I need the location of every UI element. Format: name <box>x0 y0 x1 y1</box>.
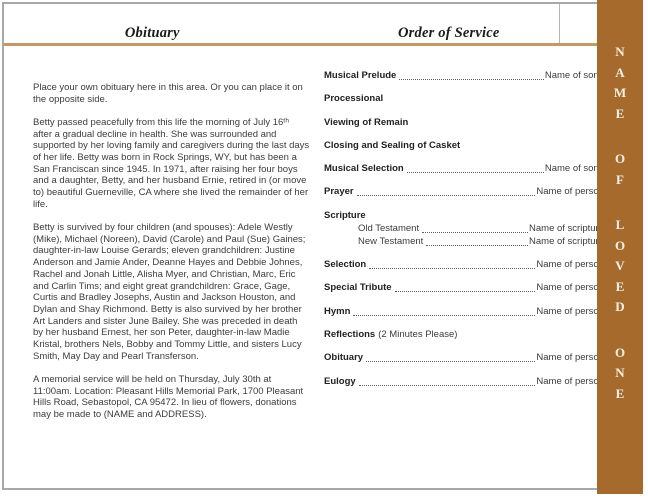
dotted-leader <box>406 172 544 174</box>
service-item: Musical Selection Name of song <box>324 163 604 175</box>
sidebar-letter: V <box>615 258 625 273</box>
service-item-label: New Testament <box>358 235 424 247</box>
dotted-leader <box>426 244 529 246</box>
service-item-label: Viewing of Remain <box>324 116 409 128</box>
sidebar-letter: D <box>615 299 625 314</box>
service-item-value: Name of person <box>536 352 604 364</box>
obituary-title: Obituary <box>124 25 180 41</box>
obituary-paragraph: Betty passed peacefully from this life t… <box>33 116 310 210</box>
service-item-label: Processional <box>324 93 384 105</box>
header-guide-line <box>559 4 560 43</box>
service-item-label: Special Tribute <box>324 282 392 294</box>
order-of-service-title: Order of Service <box>398 25 500 41</box>
service-item-value: Name of song <box>544 163 604 175</box>
obituary-paragraph: A memorial service will be held on Thurs… <box>33 373 304 421</box>
service-item: Scripture <box>324 210 604 222</box>
service-item-value: Name of scripture <box>529 222 604 234</box>
service-item: Special Tribute Name of person <box>324 282 604 294</box>
dotted-leader <box>358 384 536 386</box>
dotted-leader <box>356 195 536 197</box>
page-panel: Obituary Order of Service Place your own… <box>2 2 643 490</box>
service-item-value: Name of person <box>536 305 604 317</box>
service-sub-item: Old Testament Name of scripture <box>324 223 604 235</box>
service-item-value: Name of person <box>536 375 604 387</box>
dotted-leader <box>353 314 536 316</box>
sidebar-letter: F <box>616 171 624 187</box>
dotted-leader <box>422 231 529 233</box>
service-item-note: (2 Minutes Please) <box>378 328 458 340</box>
dotted-leader <box>366 361 536 363</box>
sidebar-letter: M <box>613 85 627 100</box>
sidebar-letter: E <box>615 278 625 294</box>
service-item-label: Closing and Sealing of Casket <box>324 139 461 151</box>
service-item: Processional <box>324 93 604 105</box>
sidebar-letter: O <box>614 151 626 166</box>
sidebar-letter: E <box>615 385 625 401</box>
service-item: Eulogy Name of person <box>324 376 604 388</box>
service-sub-item: New Testament Name of scripture <box>324 236 604 248</box>
header-rule <box>4 43 597 46</box>
service-item-label: Prayer <box>324 186 354 198</box>
service-item-label: Musical Prelude <box>324 70 397 81</box>
service-item-value: Name of song <box>544 70 604 81</box>
service-item-label: Reflections <box>324 328 376 340</box>
sidebar-letter: E <box>615 105 625 121</box>
service-item: Hymn Name of person <box>324 306 604 318</box>
service-item-label: Scripture <box>324 209 366 221</box>
obituary-paragraph: Place your own obituary here in this are… <box>33 82 303 105</box>
service-item-label: Old Testament <box>358 222 420 234</box>
sidebar-letter: N <box>615 365 625 380</box>
service-item-label: Hymn <box>324 305 351 317</box>
dotted-leader <box>399 79 544 80</box>
dotted-leader <box>394 291 536 293</box>
service-item-value: Name of scripture <box>529 235 604 247</box>
body-columns: Place your own obituary here in this are… <box>4 46 641 488</box>
order-of-service-list: Musical Prelude Name of song Processional V… <box>314 46 641 488</box>
service-item: Viewing of Remain <box>324 117 604 129</box>
sidebar-letter: O <box>614 237 626 253</box>
sidebar-letter: L <box>615 217 625 232</box>
service-item-value: Name of person <box>536 186 604 198</box>
obituary-paragraph: Betty is survived by four children (and … <box>33 222 306 362</box>
service-item: Closing and Sealing of Casket <box>324 140 604 152</box>
service-item: Obituary Name of person <box>324 352 604 364</box>
service-item-label: Musical Selection <box>324 163 404 175</box>
service-item: Reflections (2 Minutes Please) <box>324 329 604 341</box>
sidebar-letter: O <box>614 344 626 360</box>
service-item: Musical Prelude Name of song <box>324 70 604 82</box>
service-item: Prayer Name of person <box>324 186 604 198</box>
service-item-label: Selection <box>324 259 367 271</box>
sidebar-letter: A <box>615 64 625 80</box>
service-item-value: Name of person <box>536 259 604 271</box>
dotted-leader <box>369 268 536 270</box>
service-item: Selection Name of person <box>324 259 604 271</box>
service-item-label: Obituary <box>324 352 364 364</box>
sidebar-letter: N <box>615 44 625 59</box>
obituary-text-area: Place your own obituary here in this are… <box>4 46 314 488</box>
service-item-value: Name of person <box>536 282 604 294</box>
header-row: Obituary Order of Service <box>4 4 597 43</box>
service-item-label: Eulogy <box>324 375 356 387</box>
